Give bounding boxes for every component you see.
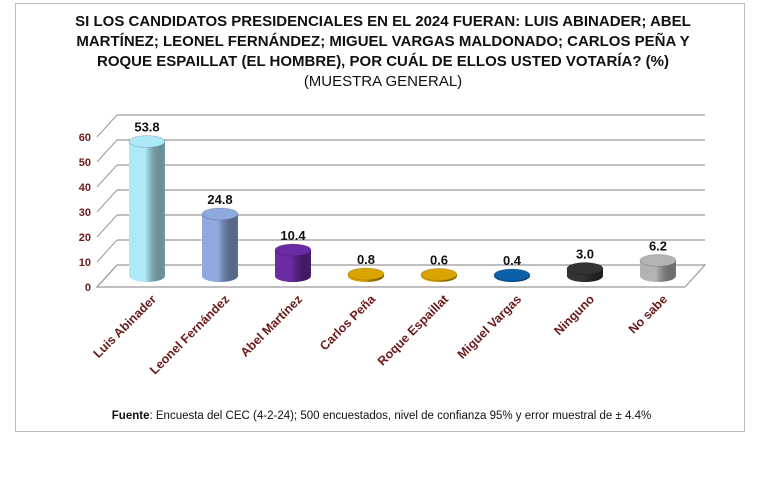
data-label: 53.8 — [134, 120, 159, 135]
footer-text: : Encuesta del CEC (4-2-24); 500 encuest… — [149, 410, 652, 422]
subtitle-text: (MUESTRA GENERAL) — [303, 73, 463, 90]
axis-diagonal — [96, 214, 118, 238]
x-tick-label: No sabe — [626, 292, 670, 336]
bar-top — [274, 243, 312, 257]
bar-shading — [640, 260, 676, 282]
x-tick-label: Abel Martínez — [238, 292, 305, 359]
bar-7 — [566, 262, 604, 282]
x-tick-label: Leonel Fernández — [147, 292, 232, 377]
y-tick-label: 10 — [79, 257, 91, 269]
bar-top — [639, 254, 677, 267]
bar-shading — [275, 250, 311, 282]
y-tick-label: 50 — [79, 157, 91, 169]
chart-frame — [15, 3, 745, 432]
bar-top — [566, 262, 604, 275]
x-tick-label: Ninguno — [551, 292, 597, 338]
data-label: 24.8 — [207, 192, 232, 207]
axis-diagonal — [96, 114, 118, 138]
footer-source: Fuente: Encuesta del CEC (4-2-24); 500 e… — [0, 410, 763, 422]
bar-top — [201, 207, 239, 221]
chart-title: SI LOS CANDIDATOS PRESIDENCIALES EN EL 2… — [60, 12, 706, 92]
x-tick-label: Luis Abinader — [91, 292, 160, 361]
y-tick-label: 60 — [79, 132, 91, 144]
axis-diagonal — [96, 264, 118, 288]
x-tick-label: Carlos Peña — [317, 291, 379, 353]
axis-diagonal — [96, 189, 118, 213]
y-tick-label: 40 — [79, 182, 91, 194]
bar-top — [493, 268, 531, 282]
bar-top — [347, 267, 385, 281]
data-label: 10.4 — [280, 228, 306, 243]
bar-1 — [128, 135, 166, 282]
axis-diagonal — [96, 239, 118, 263]
bar-3 — [274, 243, 312, 282]
footer-label: Fuente — [111, 410, 150, 422]
title-text: SI LOS CANDIDATOS PRESIDENCIALES EN EL 2… — [75, 13, 691, 70]
bar-top — [420, 268, 458, 281]
bar-5 — [420, 268, 458, 282]
data-label: 0.8 — [357, 252, 375, 267]
floor — [95, 264, 707, 288]
x-tick-label: Miguel Vargas — [455, 292, 524, 361]
bar-8 — [639, 254, 677, 282]
data-label: 6.2 — [649, 239, 667, 254]
axis-diagonal — [96, 139, 118, 163]
axis-diagonal — [96, 164, 118, 188]
y-tick-label: 30 — [79, 207, 91, 219]
bar-6 — [493, 268, 531, 282]
y-tick-label: 0 — [85, 282, 91, 294]
data-label: 3.0 — [576, 247, 594, 262]
data-label: 0.6 — [430, 253, 448, 268]
bar-shading — [202, 214, 238, 282]
y-tick-label: 20 — [79, 232, 91, 244]
data-label: 0.4 — [503, 253, 522, 268]
bar-top — [128, 135, 166, 148]
bar-shading — [129, 141, 165, 282]
bar-2 — [201, 207, 239, 282]
x-tick-label: Roque Espaillat — [375, 292, 452, 369]
bar-4 — [347, 267, 385, 282]
